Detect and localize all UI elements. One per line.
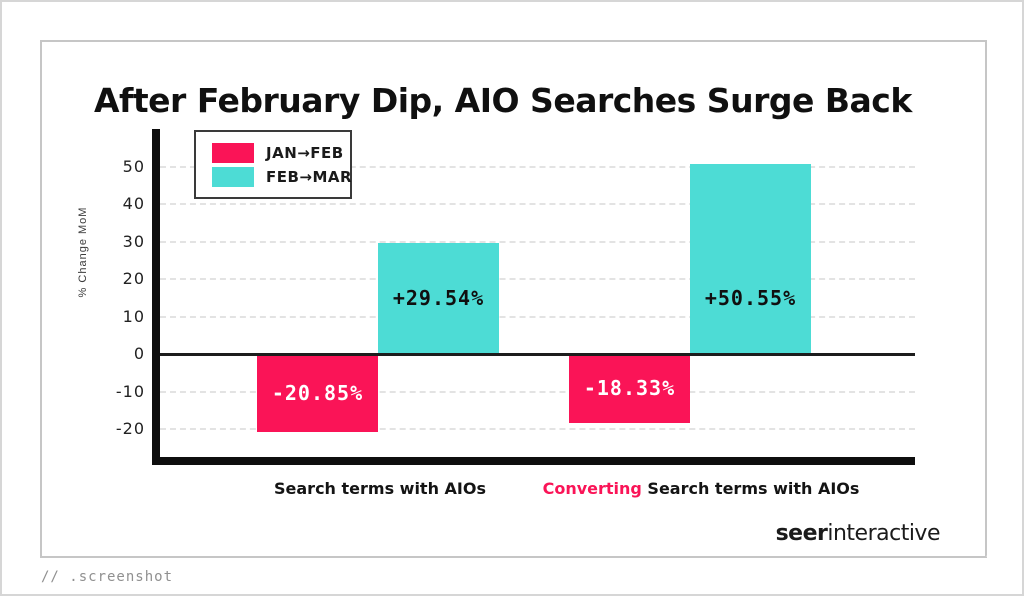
bar-FEB→MAR-1 xyxy=(690,164,811,354)
brand-regular-text: interactive xyxy=(827,521,940,546)
y-tick-label: 30 xyxy=(122,231,145,251)
gridline--10 xyxy=(160,390,915,393)
legend-swatch xyxy=(212,166,254,187)
y-axis-line xyxy=(152,129,160,465)
bar-JAN→FEB-0 xyxy=(257,354,378,433)
legend-label: JAN→FEB xyxy=(266,143,344,162)
category-label-segment: Search terms with AIOs xyxy=(647,479,860,498)
y-tick-label: 0 xyxy=(133,344,145,363)
bottom-right-blue-square xyxy=(971,543,1022,594)
y-tick-label: 40 xyxy=(122,194,145,213)
top-left-blue-square xyxy=(10,2,59,57)
category-label-0: Search terms with AIOs xyxy=(160,479,600,498)
y-tick-label: 10 xyxy=(122,306,145,326)
bottom-right-yellow-step xyxy=(905,558,951,594)
x-axis-line xyxy=(152,457,915,465)
bar-FEB→MAR-0 xyxy=(378,243,499,354)
bar-value-label: +50.55% xyxy=(704,286,797,310)
seer-interactive-logo: seerinteractive xyxy=(702,521,941,546)
legend-item: JAN→FEB xyxy=(212,142,350,163)
category-label-1: Converting Search terms with AIOs xyxy=(481,479,921,498)
y-tick-label: -10 xyxy=(115,381,145,401)
y-tick-label: -20 xyxy=(115,419,145,438)
zero-baseline xyxy=(160,353,915,356)
bar-value-label: -20.85% xyxy=(271,381,364,406)
scissors-icon xyxy=(982,551,1012,586)
category-label-segment: Converting xyxy=(542,479,648,498)
gridline-20 xyxy=(160,278,915,280)
chart-card xyxy=(40,40,987,558)
camera-icon xyxy=(20,13,50,46)
gridline-40 xyxy=(160,203,915,205)
y-tick-label: 50 xyxy=(122,156,145,176)
gridline-10 xyxy=(160,315,915,318)
screenshot-footer-note: // .screenshot xyxy=(41,569,174,585)
gridline-30 xyxy=(160,240,915,243)
legend-item: FEB→MAR xyxy=(212,166,353,187)
legend-label: FEB→MAR xyxy=(266,167,353,186)
legend-swatch xyxy=(212,142,254,163)
bar-value-label: +29.54% xyxy=(392,286,485,310)
gridline-50 xyxy=(160,165,915,168)
category-label-segment: Search terms with AIOs xyxy=(274,479,486,498)
chart-title: After February Dip, AIO Searches Surge B… xyxy=(94,81,912,121)
bar-JAN→FEB-1 xyxy=(569,354,690,423)
gridline--20 xyxy=(160,428,915,430)
bar-value-label: -18.33% xyxy=(583,376,676,401)
chart-legend: JAN→FEB FEB→MAR xyxy=(194,130,352,199)
brand-bold-text: seer xyxy=(775,521,828,546)
y-tick-label: 20 xyxy=(122,269,145,288)
